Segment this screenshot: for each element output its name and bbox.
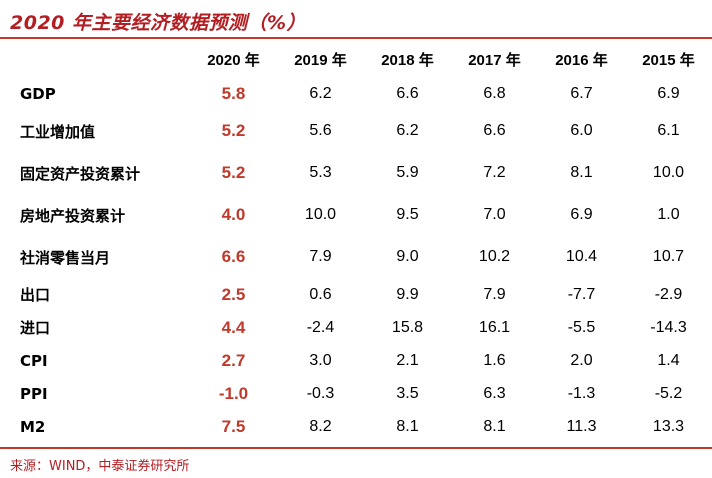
table-cell: 8.2 [309,417,332,435]
forecast-value: 5.2 [221,163,246,182]
table-cell: 2.1 [396,351,419,369]
table-row: 房地产投资累计 4.0 10.0 9.5 7.0 6.9 1.0 [0,194,712,236]
table-cell: 8.1 [483,417,506,435]
table-row: 固定资产投资累计 5.2 5.3 5.9 7.2 8.1 10.0 [0,152,712,194]
table-cell: 15.8 [391,318,424,336]
table-cell: -2.4 [306,318,335,336]
table-cell: 16.1 [478,318,511,336]
forecast-value: 2.7 [221,350,246,370]
table-cell: 6.6 [483,122,506,139]
forecast-value: 4.0 [221,205,246,224]
table-cell: -5.2 [654,384,683,402]
table-cell: 6.2 [396,122,419,139]
table-cell: 10.7 [652,248,685,265]
row-label: 工业增加值 [20,122,96,141]
table-cell: 6.9 [570,206,593,223]
table-cell: 6.2 [309,84,332,102]
table-cell: 2.0 [570,351,593,369]
table-cell: 7.9 [309,248,332,265]
row-label: 出口 [20,286,51,304]
table-cell: 9.5 [396,206,419,223]
row-label: PPI [20,384,48,403]
source-note: 来源：WIND，中泰证券研究所 [10,459,190,474]
table-row: 出口 2.5 0.6 9.9 7.9 -7.7 -2.9 [0,278,712,311]
table-cell: -14.3 [650,318,687,336]
table-cell: 5.3 [309,164,332,181]
forecast-value: 7.5 [221,416,246,436]
table-cell: 8.1 [570,164,593,181]
table-cell: 11.3 [566,417,597,435]
table-cell: 10.0 [304,206,337,223]
column-header: 2015 年 [642,51,695,69]
table-cell: 3.5 [396,384,419,402]
table-cell: 6.7 [570,84,593,102]
top-divider [0,37,712,39]
column-header: 2018 年 [381,51,434,69]
column-header: 2017 年 [468,51,521,69]
table-cell: -0.3 [306,384,335,402]
table-cell: 1.4 [657,351,680,369]
table-cell: 6.8 [483,84,506,102]
table-cell: 7.0 [483,206,506,223]
table-row: M2 7.5 8.2 8.1 8.1 11.3 13.3 [0,410,712,443]
table-cell: 1.0 [657,206,680,223]
row-label: 进口 [20,319,51,337]
forecast-value: 6.6 [221,247,246,266]
column-header: 2016 年 [555,51,608,69]
table-row: 社消零售当月 6.6 7.9 9.0 10.2 10.4 10.7 [0,236,712,278]
forecast-table: 2020 年 2019 年 2018 年 2017 年 2016 年 2015 … [0,41,712,443]
row-label: M2 [20,417,46,436]
table-cell: 13.3 [652,417,685,435]
forecast-value: -1.0 [218,383,249,403]
table-row: 工业增加值 5.2 5.6 6.2 6.6 6.0 6.1 [0,110,712,152]
table-cell: -5.5 [567,318,596,336]
table-cell: 1.6 [483,351,506,369]
table-cell: 7.9 [483,285,506,303]
table-cell: -2.9 [654,285,683,303]
table-cell: 5.9 [396,164,419,181]
forecast-value: 4.4 [221,317,246,337]
table-cell: 3.0 [309,351,332,369]
table-cell: 6.0 [570,122,593,139]
table-cell: 6.1 [657,122,680,139]
table-cell: 7.2 [483,164,506,181]
table-cell: 8.1 [396,417,419,435]
table-cell: 10.4 [565,248,598,265]
forecast-value: 5.2 [221,121,246,140]
table-cell: 10.2 [478,248,511,265]
forecast-value: 2.5 [221,284,246,304]
page-title: 2020 年主要经济数据预测（%） [10,12,307,34]
table-cell: -7.7 [567,285,596,303]
table-row: GDP 5.8 6.2 6.6 6.8 6.7 6.9 [0,77,712,110]
header-row: 2020 年 2019 年 2018 年 2017 年 2016 年 2015 … [0,41,712,77]
column-header: 2020 年 [207,51,260,69]
table-cell: 9.0 [396,248,419,265]
row-label: CPI [20,351,48,370]
table-cell: 6.9 [657,84,680,102]
table-cell: 5.6 [309,122,332,139]
row-label: 社消零售当月 [20,248,111,267]
row-label: 固定资产投资累计 [20,164,141,183]
table-cell: -1.3 [567,384,596,402]
header-label-cell [0,41,190,77]
row-label: 房地产投资累计 [20,206,126,225]
table-cell: 6.6 [396,84,419,102]
forecast-value: 5.8 [221,83,246,103]
table-row: PPI -1.0 -0.3 3.5 6.3 -1.3 -5.2 [0,377,712,410]
table-cell: 10.0 [652,164,685,181]
row-label: GDP [20,84,56,103]
table-row: CPI 2.7 3.0 2.1 1.6 2.0 1.4 [0,344,712,377]
table-row: 进口 4.4 -2.4 15.8 16.1 -5.5 -14.3 [0,311,712,344]
table-cell: 9.9 [396,285,419,303]
table-cell: 6.3 [483,384,506,402]
bottom-divider [0,447,712,449]
table-cell: 0.6 [309,285,332,303]
column-header: 2019 年 [294,51,347,69]
